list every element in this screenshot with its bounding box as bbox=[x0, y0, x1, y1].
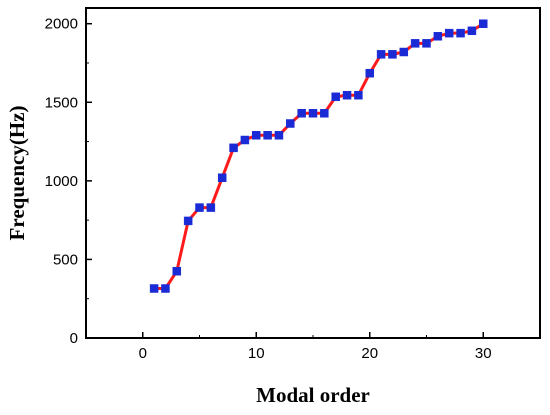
y-tick-label-4: 2000 bbox=[45, 16, 78, 33]
data-point-20 bbox=[365, 68, 374, 78]
data-point-28 bbox=[456, 28, 465, 38]
tick-labels-layer: 0 10 20 30 0 500 1000 1500 2000 bbox=[45, 16, 492, 362]
plot-frame bbox=[85, 7, 541, 339]
y-tick-label-0: 0 bbox=[70, 330, 78, 347]
data-point-18 bbox=[342, 90, 352, 100]
data-point-15 bbox=[308, 109, 318, 118]
data-point-8 bbox=[229, 143, 238, 153]
x-tick-label-1: 10 bbox=[248, 345, 265, 362]
data-point-29 bbox=[467, 26, 477, 36]
x-tick-label-2: 20 bbox=[361, 345, 378, 362]
data-point-7 bbox=[217, 173, 227, 182]
data-point-1 bbox=[149, 284, 159, 293]
data-point-19 bbox=[354, 90, 363, 100]
data-point-6 bbox=[206, 203, 216, 212]
data-point-5 bbox=[195, 203, 204, 212]
data-point-23 bbox=[399, 47, 409, 57]
data-point-13 bbox=[286, 119, 295, 128]
y-axis-title: Frequency(Hz) bbox=[5, 106, 29, 241]
data-point-26 bbox=[433, 32, 443, 41]
x-tick-label-0: 0 bbox=[139, 345, 147, 362]
series-line bbox=[154, 22, 485, 290]
data-point-10 bbox=[252, 131, 261, 140]
data-point-25 bbox=[422, 39, 431, 48]
data-point-24 bbox=[410, 39, 420, 48]
data-point-9 bbox=[240, 135, 250, 145]
data-point-16 bbox=[320, 109, 329, 118]
data-point-27 bbox=[444, 28, 454, 38]
y-tick-label-3: 1500 bbox=[45, 94, 78, 111]
data-point-4 bbox=[183, 216, 193, 226]
data-point-22 bbox=[388, 50, 397, 59]
x-tick-label-3: 30 bbox=[475, 345, 492, 362]
data-point-30 bbox=[479, 19, 488, 28]
y-tick-label-2: 1000 bbox=[45, 173, 78, 190]
data-point-12 bbox=[274, 131, 284, 140]
data-point-11 bbox=[263, 131, 272, 140]
markers-layer bbox=[149, 19, 488, 293]
x-axis-title: Modal order bbox=[256, 383, 370, 407]
y-tick-label-1: 500 bbox=[53, 251, 78, 268]
data-point-2 bbox=[161, 284, 170, 293]
data-point-14 bbox=[297, 109, 306, 118]
data-point-17 bbox=[331, 92, 340, 102]
data-point-3 bbox=[172, 266, 182, 276]
data-point-21 bbox=[376, 50, 386, 59]
